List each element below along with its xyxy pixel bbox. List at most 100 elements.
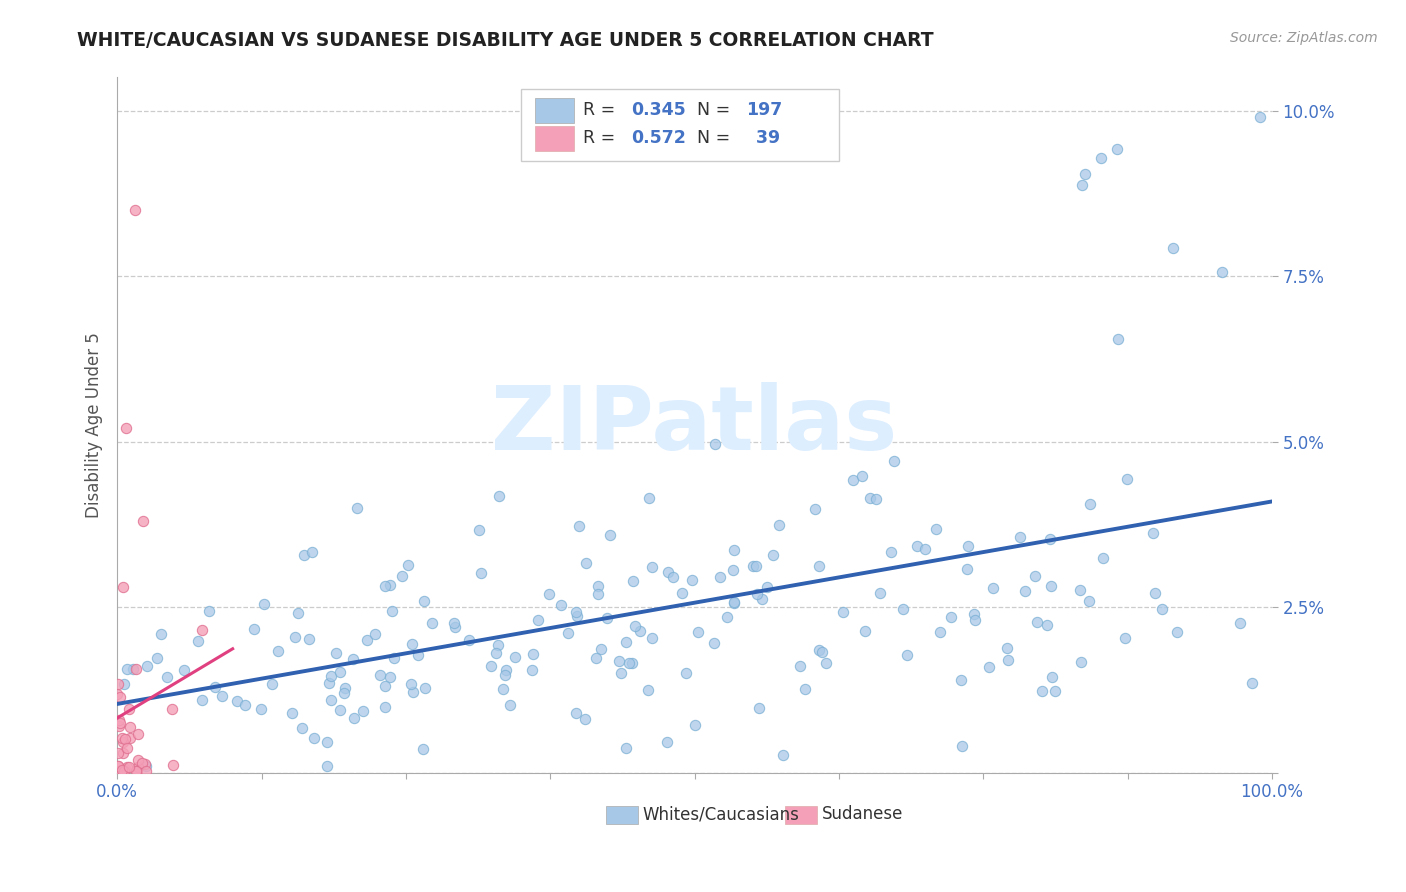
Point	[412, 742, 434, 756]
Point	[458, 633, 481, 648]
Point	[125, 764, 148, 779]
Point	[108, 714, 131, 728]
Point	[413, 681, 436, 695]
Point	[374, 578, 396, 592]
Point	[808, 558, 831, 573]
Point	[1035, 618, 1057, 632]
Point	[575, 556, 598, 570]
Point	[107, 759, 129, 773]
Point	[401, 637, 423, 651]
Point	[723, 596, 745, 610]
Point	[814, 656, 837, 670]
Point	[396, 558, 419, 573]
Point	[315, 735, 337, 749]
Point	[1211, 265, 1233, 279]
Point	[1074, 167, 1097, 181]
Point	[1078, 594, 1101, 608]
Point	[568, 519, 591, 533]
Point	[318, 676, 340, 690]
Point	[772, 748, 794, 763]
Point	[526, 613, 548, 627]
Point	[117, 702, 139, 716]
Point	[481, 659, 503, 673]
Point	[614, 740, 637, 755]
Point	[748, 701, 770, 715]
FancyBboxPatch shape	[522, 89, 839, 161]
Point	[420, 615, 443, 630]
Point	[125, 662, 148, 676]
Point	[122, 663, 145, 677]
Point	[356, 632, 378, 647]
Point	[832, 605, 855, 619]
Point	[118, 759, 141, 773]
Point	[127, 760, 149, 774]
Point	[370, 668, 392, 682]
Point	[118, 720, 141, 734]
Point	[522, 648, 544, 662]
Point	[1031, 684, 1053, 698]
Point	[105, 687, 128, 701]
Point	[134, 756, 156, 771]
Point	[292, 548, 315, 562]
Point	[1091, 550, 1114, 565]
Point	[382, 651, 405, 665]
Point	[564, 706, 586, 720]
Point	[956, 562, 979, 576]
Point	[204, 680, 226, 694]
Point	[1144, 586, 1167, 600]
Point	[443, 615, 465, 630]
Point	[131, 514, 153, 528]
Point	[413, 593, 436, 607]
Point	[115, 759, 138, 773]
Point	[284, 630, 307, 644]
Point	[745, 559, 768, 574]
Point	[716, 609, 738, 624]
Point	[291, 721, 314, 735]
Point	[977, 659, 1000, 673]
Point	[198, 604, 221, 618]
Point	[156, 670, 179, 684]
FancyBboxPatch shape	[785, 806, 817, 824]
Point	[939, 609, 962, 624]
Point	[520, 664, 543, 678]
Point	[950, 673, 973, 687]
Text: Source: ZipAtlas.com: Source: ZipAtlas.com	[1230, 31, 1378, 45]
Point	[1166, 625, 1188, 640]
Point	[557, 626, 579, 640]
Point	[260, 676, 283, 690]
Point	[1115, 472, 1137, 486]
Point	[191, 623, 214, 637]
Text: ZIPatlas: ZIPatlas	[491, 382, 897, 468]
Point	[131, 756, 153, 770]
Point	[491, 681, 513, 696]
Point	[108, 690, 131, 704]
Point	[641, 560, 664, 574]
Point	[655, 735, 678, 749]
Text: Whites/Caucasians: Whites/Caucasians	[643, 805, 800, 823]
Point	[114, 762, 136, 776]
Point	[1024, 569, 1046, 583]
Point	[589, 642, 612, 657]
Point	[374, 700, 396, 714]
Point	[298, 632, 321, 647]
Point	[1249, 110, 1271, 124]
Point	[686, 624, 709, 639]
Point	[402, 685, 425, 699]
Point	[621, 656, 644, 670]
Point	[135, 764, 157, 778]
Point	[406, 648, 429, 663]
Point	[550, 599, 572, 613]
Point	[444, 620, 467, 634]
Point	[565, 605, 588, 619]
Point	[1040, 670, 1063, 684]
Point	[319, 693, 342, 707]
Point	[1240, 675, 1263, 690]
Point	[287, 607, 309, 621]
Point	[586, 579, 609, 593]
Text: WHITE/CAUCASIAN VS SUDANESE DISABILITY AGE UNDER 5 CORRELATION CHART: WHITE/CAUCASIAN VS SUDANESE DISABILITY A…	[77, 31, 934, 50]
Point	[325, 646, 347, 660]
Point	[624, 618, 647, 632]
Point	[762, 548, 785, 562]
Point	[115, 661, 138, 675]
Point	[853, 624, 876, 638]
